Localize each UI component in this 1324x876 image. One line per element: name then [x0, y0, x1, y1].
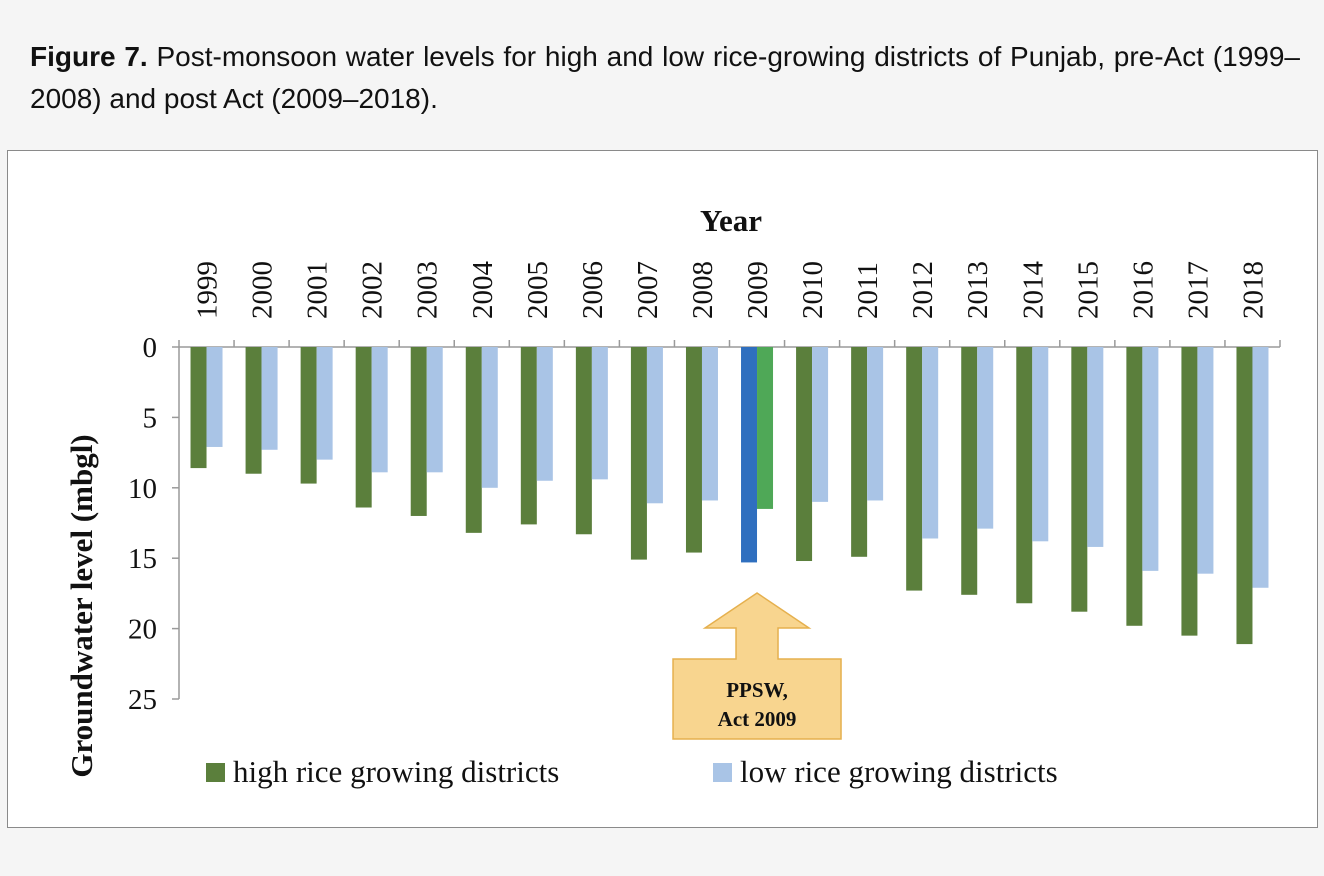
y-tick-label: 0 [143, 332, 158, 364]
bar-high-2002 [355, 347, 372, 508]
bar-low-2002 [371, 347, 388, 473]
legend: high rice growing districts low rice grow… [206, 754, 1058, 789]
bar-low-2014 [1032, 347, 1049, 542]
y-axis-title: Groundwater level (mbgl) [64, 434, 99, 777]
bar-low-2015 [1087, 347, 1104, 547]
y-tick-label: 20 [128, 614, 157, 646]
x-tick-label: 2010 [797, 261, 829, 319]
ppsw-callout: PPSW, Act 2009 [672, 592, 842, 740]
x-tick-label: 2018 [1237, 261, 1269, 319]
y-tick-label: 5 [143, 402, 158, 434]
bar-high-2012 [906, 347, 923, 591]
bar-low-2016 [1142, 347, 1159, 571]
bar-high-2007 [630, 347, 647, 560]
bar-high-2013 [961, 347, 978, 595]
x-tick-label: 2003 [412, 261, 444, 319]
x-tick-label: 2000 [247, 261, 279, 319]
x-tick-label: 2007 [632, 261, 664, 319]
bar-high-2010 [796, 347, 813, 562]
x-tick-label: 2013 [962, 261, 994, 319]
labels: Year Groundwater level (mbgl) 0 5 10 15 20 25… [64, 203, 1269, 778]
figure-caption: Figure 7. Post-monsoon water levels for … [30, 36, 1300, 120]
bar-low-2005 [536, 347, 553, 481]
bar-high-2004 [465, 347, 482, 533]
legend-swatch-high [206, 763, 225, 782]
bar-high-2011 [851, 347, 868, 557]
bar-low-2017 [1197, 347, 1214, 574]
bar-high-2018 [1236, 347, 1253, 645]
bars [190, 347, 1269, 645]
bar-low-2012 [922, 347, 939, 539]
callout-text-line2: Act 2009 [718, 707, 797, 731]
x-tick-label: 2001 [302, 261, 334, 319]
x-tick-label: 2004 [467, 261, 499, 320]
bar-high-2001 [300, 347, 317, 484]
bar-high-2014 [1016, 347, 1033, 604]
bar-low-2001 [316, 347, 333, 460]
x-tick-label: 2005 [522, 261, 554, 319]
bar-low-1999 [206, 347, 223, 447]
bar-low-2007 [646, 347, 663, 504]
bar-low-2000 [261, 347, 278, 450]
x-tick-label: 2015 [1072, 261, 1104, 319]
x-tick-label: 1999 [192, 261, 224, 319]
bar-low-2010 [812, 347, 829, 502]
x-tick-label: 2009 [742, 261, 774, 319]
bar-high-2009 [741, 347, 758, 563]
y-tick-label: 25 [128, 684, 157, 716]
bar-high-2005 [520, 347, 537, 525]
x-tick-label: 2006 [577, 261, 609, 319]
y-tick-label: 15 [128, 543, 157, 575]
bar-low-2004 [481, 347, 498, 488]
bar-high-2008 [685, 347, 702, 553]
figure-caption-text: Post-monsoon water levels for high and l… [30, 41, 1300, 114]
bar-low-2008 [701, 347, 718, 501]
bar-high-2016 [1126, 347, 1143, 626]
legend-label-high: high rice growing districts [233, 754, 559, 789]
x-tick-label: 2014 [1017, 261, 1049, 320]
callout-arrow-box [672, 592, 842, 740]
x-tick-label: 2012 [907, 261, 939, 319]
x-tick-label: 2002 [357, 261, 389, 319]
x-tick-label: 2016 [1127, 261, 1159, 319]
bar-low-2009 [757, 347, 774, 509]
axes [172, 340, 1281, 700]
bar-low-2018 [1252, 347, 1269, 588]
figure-label: Figure 7. [30, 41, 148, 72]
x-tick-label: 2008 [687, 261, 719, 319]
legend-label-low: low rice growing districts [740, 754, 1058, 789]
bar-low-2011 [867, 347, 884, 501]
bar-high-2003 [410, 347, 427, 516]
groundwater-bar-chart: Year Groundwater level (mbgl) 0 5 10 15 20 25… [64, 203, 1281, 789]
bar-low-2006 [591, 347, 608, 480]
bar-high-2006 [575, 347, 592, 535]
bar-high-1999 [190, 347, 207, 469]
x-axis-title: Year [700, 203, 762, 238]
chart-panel: Year Groundwater level (mbgl) 0 5 10 15 20 25… [7, 150, 1318, 828]
bar-low-2013 [977, 347, 994, 529]
bar-high-2000 [245, 347, 262, 474]
legend-swatch-low [713, 763, 732, 782]
bar-high-2015 [1071, 347, 1088, 612]
x-tick-label: 2017 [1182, 261, 1214, 319]
y-tick-label: 10 [128, 473, 157, 505]
x-tick-label: 2011 [852, 262, 884, 319]
callout-text-line1: PPSW, [726, 678, 788, 702]
bar-low-2003 [426, 347, 443, 473]
bar-high-2017 [1181, 347, 1198, 636]
